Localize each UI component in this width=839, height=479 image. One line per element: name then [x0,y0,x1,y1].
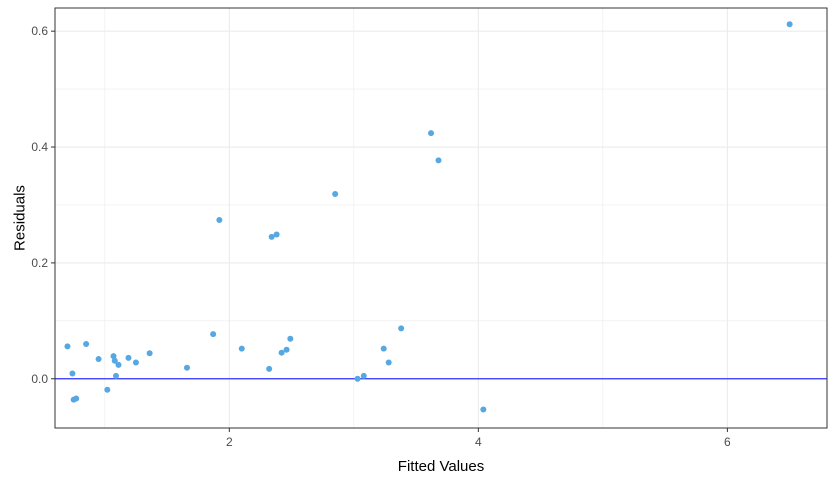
data-point [480,406,487,413]
x-tick-label: 2 [226,435,233,449]
x-tick-label: 4 [475,435,482,449]
panel-border [54,7,828,429]
data-point [110,353,117,360]
data-point [398,325,405,332]
data-point [354,375,361,382]
data-point [95,356,102,363]
data-point [283,346,290,353]
y-tick-label: 0.6 [31,24,48,38]
data-point [104,386,111,393]
data-point [266,365,273,372]
data-point [146,350,153,357]
data-point [268,233,275,240]
data-point [83,341,90,347]
data-point [113,372,120,379]
data-point [210,331,217,338]
data-point [73,395,80,402]
data-point [360,372,367,379]
x-axis-title: Fitted Values [398,458,484,475]
y-axis-title: Residuals [11,185,28,251]
data-points [64,21,793,413]
data-point [786,21,793,28]
data-point [115,361,122,368]
data-point [132,359,139,366]
grid [55,8,827,428]
data-point [435,157,442,164]
y-tick-label: 0.4 [31,140,48,154]
data-point [287,335,294,342]
data-point [111,357,118,364]
data-point [183,364,190,371]
data-point [428,130,435,137]
data-point [69,370,76,377]
data-point [216,217,223,224]
x-tick-label: 6 [724,435,731,449]
y-tick-label: 0.2 [31,256,48,270]
data-point [332,190,339,197]
data-point [238,345,245,352]
axis-ticks: 2 4 6 0.0 0.2 0.4 0.6 [31,24,731,449]
data-point [273,231,280,238]
data-point [385,359,392,366]
panel-background [55,8,827,428]
data-point [380,345,387,352]
data-point [64,343,71,350]
data-point [278,349,285,356]
y-tick-label: 0.0 [31,372,48,386]
data-point [125,354,132,361]
